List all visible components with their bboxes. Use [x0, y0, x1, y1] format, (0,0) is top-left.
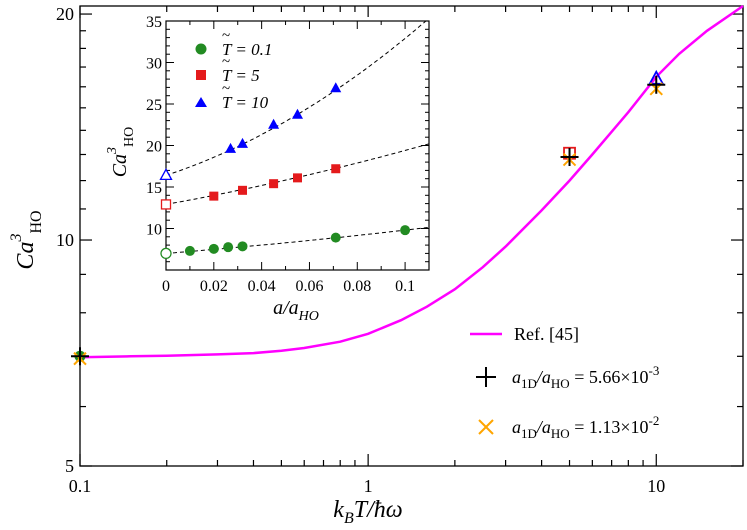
legend-a1d-113: a1D/aHO = 1.13×10-2	[512, 413, 659, 441]
inset-y-tick-label: 10	[146, 222, 162, 239]
inset-y-tick-label: 15	[146, 180, 162, 197]
inset-open-triangle	[159, 168, 173, 181]
inset-point-square	[331, 164, 341, 174]
inset-legend-triangle-marker	[195, 97, 207, 107]
main-series	[71, 4, 744, 366]
inset-point-square	[293, 173, 302, 183]
inset-ticks	[165, 20, 430, 271]
inset-point-square	[209, 191, 219, 201]
inset-x-tick-label: 0.02	[200, 278, 228, 295]
x-tick-label: 10	[647, 476, 665, 496]
main-point-plus	[71, 347, 89, 366]
inset-x-tick-label: 0.1	[395, 278, 415, 295]
inset-point-square	[269, 179, 279, 189]
inset-point-triangle	[237, 137, 249, 148]
inset-open-circle	[160, 247, 172, 260]
inset-x-tick-label: 0	[162, 278, 170, 295]
legend-plus-marker	[476, 367, 496, 387]
main-y-axis-label: Ca3HO	[8, 210, 45, 269]
inset-y-axis-label: Ca3HO	[105, 127, 137, 178]
inset-point-circle	[400, 225, 411, 236]
inset-point-circle	[330, 232, 341, 243]
x-tick-label: 0.1	[69, 476, 92, 496]
ref45-curve	[79, 4, 744, 359]
inset-y-tick-label: 35	[146, 14, 162, 31]
inset-point-triangle	[292, 108, 303, 119]
inset-legend-t01: T = 0.1	[222, 40, 272, 59]
inset-point-circle	[237, 241, 248, 252]
inset-legend-tilde-1: ~	[222, 28, 230, 44]
inset-legend-t10: T = 10	[222, 93, 269, 112]
y-tick-label: 10	[56, 230, 74, 250]
inset-point-circle	[184, 245, 195, 256]
inset-legend-t5: T = 5	[222, 66, 260, 85]
legend-a1d-566: a1D/aHO = 5.66×10-3	[512, 363, 659, 391]
inset-x-tick-label: 0.04	[248, 278, 276, 295]
inset-legend-tilde-2: ~	[222, 54, 230, 70]
inset-x-tick-label: 0.08	[343, 278, 371, 295]
inset-point-square	[238, 185, 248, 195]
inset-point-triangle	[225, 142, 237, 153]
main-ticks	[79, 6, 744, 467]
x-tick-label: 1	[364, 476, 373, 496]
inset-y-tick-label: 20	[146, 139, 162, 156]
inset-x-tick-label: 0.06	[295, 278, 323, 295]
y-tick-label: 5	[65, 456, 74, 476]
legend-ref45: Ref. [45]	[514, 324, 579, 344]
main-point-plus	[647, 75, 666, 94]
y-tick-label: 20	[56, 4, 74, 24]
inset-legend: T = 0.1 ~ T = 5 ~ T = 10 ~	[195, 28, 272, 112]
inset-point-triangle	[330, 82, 342, 93]
main-tick-labels: 0.1 1 10 5 10 20	[56, 4, 665, 496]
inset-point-circle	[208, 243, 219, 254]
inset-x-axis-label: a/aHO	[273, 297, 319, 324]
inset-legend-tilde-3: ~	[222, 81, 230, 97]
inset-y-tick-label: 25	[146, 97, 162, 114]
inset-point-triangle	[268, 118, 280, 129]
inset-background	[162, 17, 429, 282]
inset-point-circle	[223, 242, 234, 253]
legend-cross-marker	[478, 419, 494, 435]
inset-y-tick-label: 30	[146, 56, 162, 73]
main-point-plus	[560, 148, 579, 167]
main-plot-frame	[79, 5, 744, 467]
inset-tick-labels: 0 0.02 0.04 0.06 0.08 0.1 10 15 20 25 30 35	[146, 14, 415, 295]
inset-series	[159, 20, 430, 260]
main-x-axis-label: kBT/ħω	[333, 497, 402, 527]
inset-legend-circle-marker	[195, 43, 207, 55]
inset-legend-square-marker	[196, 70, 206, 80]
inset-open-square	[160, 199, 172, 210]
main-legend: Ref. [45] a1D/aHO = 5.66×10-3 a1D/aHO = …	[470, 324, 659, 441]
